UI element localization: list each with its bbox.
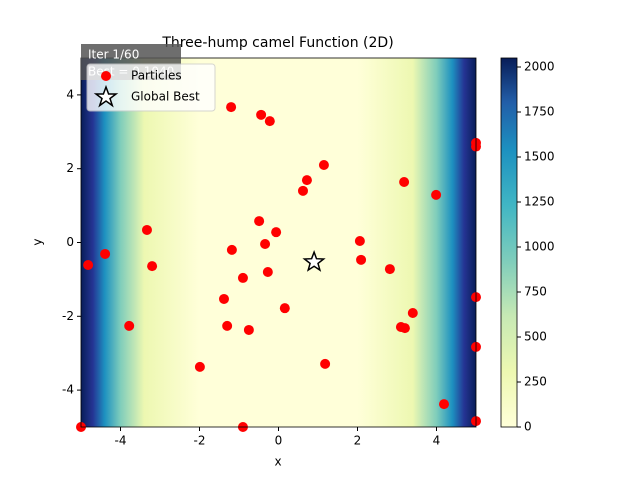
particle (318, 160, 329, 171)
particle (124, 320, 135, 331)
colorbar-tick-label: 1750 (524, 105, 555, 119)
particle (218, 293, 229, 304)
particle (399, 323, 410, 334)
y-tick-label: -4 (62, 383, 74, 397)
particle (407, 307, 418, 318)
particle (271, 227, 282, 238)
particle (237, 272, 248, 283)
particle (222, 320, 233, 331)
global-best (302, 249, 326, 272)
y-tick-label: 4 (66, 87, 74, 101)
colorbar-tick-label: 1500 (524, 150, 555, 164)
legend-label: Global Best (131, 90, 200, 104)
colorbar-tick-label: 1000 (524, 240, 555, 254)
particle (83, 260, 94, 271)
particle (243, 324, 254, 335)
legend-marker (101, 71, 111, 81)
particle (439, 399, 450, 410)
particle (262, 267, 273, 278)
contour-background (81, 58, 476, 427)
particle (194, 361, 205, 372)
legend-label: Particles (131, 69, 182, 83)
particle (320, 358, 331, 369)
colorbar-tick-label: 1250 (524, 195, 555, 209)
particle (147, 261, 158, 272)
particle (226, 102, 237, 113)
x-tick-label: 0 (275, 434, 283, 448)
y-tick-label: 0 (66, 235, 74, 249)
particle (354, 236, 365, 247)
particle (260, 238, 271, 249)
colorbar-tick-label: 500 (524, 330, 547, 344)
particle (226, 244, 237, 255)
legend-marker (93, 84, 119, 108)
x-tick-label: 4 (433, 434, 441, 448)
colorbar-tick-label: 0 (524, 420, 532, 434)
particle (141, 224, 152, 235)
chart-title: Three-hump camel Function (2D) (161, 35, 393, 51)
particle (384, 264, 395, 275)
particle (297, 185, 308, 196)
y-axis-label: y (31, 238, 45, 245)
x-tick-label: -2 (194, 434, 206, 448)
colorbar-tick-label: 250 (524, 375, 547, 389)
colorbar-tick-label: 2000 (524, 60, 555, 74)
x-tick-label: -4 (115, 434, 127, 448)
particle (356, 254, 367, 265)
x-tick-label: 2 (354, 434, 362, 448)
particle (100, 248, 111, 259)
particle (256, 109, 267, 120)
legend-box (86, 63, 216, 112)
y-tick-label: 2 (66, 161, 74, 175)
particle (254, 216, 265, 227)
particle (301, 175, 312, 186)
x-axis-label: x (274, 455, 281, 469)
particle (399, 176, 410, 187)
particle (264, 116, 275, 127)
particle (431, 189, 442, 200)
colorbar (500, 57, 518, 428)
particle (279, 303, 290, 314)
legend: Particles Global Best (86, 63, 216, 112)
iter-label: Iter 1/60 (88, 48, 139, 62)
y-tick-label: -2 (62, 309, 74, 323)
colorbar-tick-label: 750 (524, 285, 547, 299)
